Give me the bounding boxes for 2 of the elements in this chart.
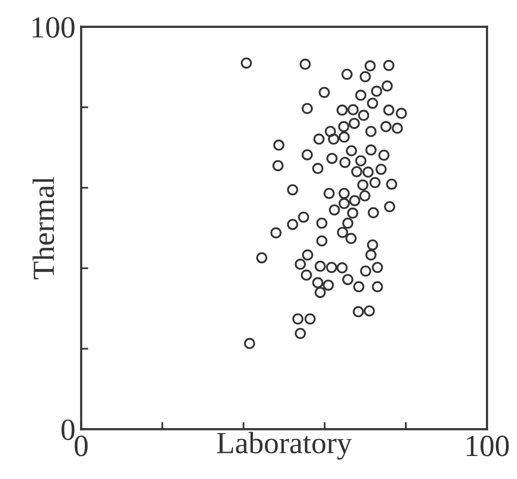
x-axis-title: Laboratory xyxy=(217,432,352,460)
y-axis-title: Thermal xyxy=(32,176,54,280)
